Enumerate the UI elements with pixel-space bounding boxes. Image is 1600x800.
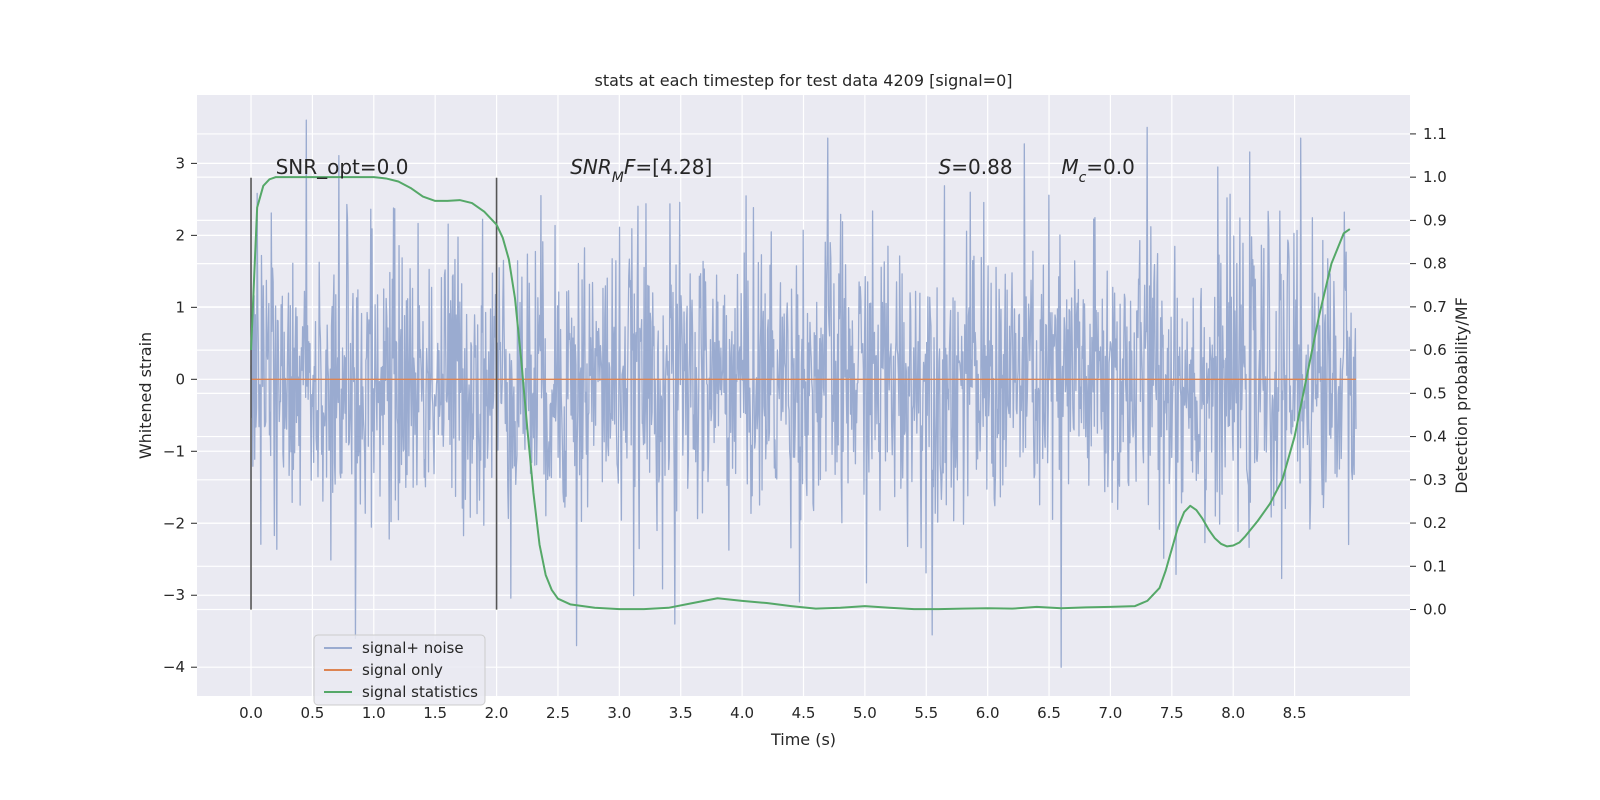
right-y-tick-label: 1.1 bbox=[1423, 125, 1447, 143]
left-y-tick-label: 1 bbox=[175, 298, 185, 316]
series-signal-statistics bbox=[250, 176, 1351, 611]
x-tick-label: 5.5 bbox=[914, 704, 938, 722]
x-tick-label: 4.5 bbox=[792, 704, 816, 722]
x-axis-ticks: 0.0 0.5 1.0 1.5 2.0 2.5 3.0 3.5 4.0 4.5 5.0 5.5 6.0 6… bbox=[239, 704, 1306, 722]
right-y-tick-label: 0.0 bbox=[1423, 601, 1447, 619]
series-signal-noise bbox=[250, 119, 1357, 668]
annotation-mc-value: Mc=0.0 bbox=[1061, 155, 1135, 186]
right-y-tick-label: 0.6 bbox=[1423, 341, 1447, 359]
x-tick-label: 1.0 bbox=[362, 704, 386, 722]
x-tick-label: 6.5 bbox=[1037, 704, 1061, 722]
legend-entry: signal statistics bbox=[362, 683, 478, 701]
x-tick-label: 8.0 bbox=[1221, 704, 1245, 722]
x-tick-label: 0.0 bbox=[239, 704, 263, 722]
x-tick-label: 4.0 bbox=[730, 704, 754, 722]
right-y-tick-label: 0.8 bbox=[1423, 255, 1447, 273]
x-tick-label: 8.5 bbox=[1283, 704, 1307, 722]
right-y-axis-ticks: 0.0 0.1 0.2 0.3 0.4 0.5 0.6 0.7 0.8 0.9 1.0 1.1 bbox=[1410, 125, 1447, 619]
x-axis-label: Time (s) bbox=[770, 730, 836, 749]
legend-box bbox=[313, 634, 486, 706]
vertical-marker-lines bbox=[250, 177, 498, 610]
left-y-tick-label: −3 bbox=[163, 586, 185, 604]
x-tick-label: 1.5 bbox=[423, 704, 447, 722]
chart-title: stats at each timestep for test data 420… bbox=[594, 71, 1012, 90]
annotation-snr-opt: SNR_opt=0.0 bbox=[276, 155, 409, 179]
right-y-tick-label: 0.2 bbox=[1423, 514, 1447, 532]
x-tick-label: 3.5 bbox=[669, 704, 693, 722]
left-y-tick-label: 2 bbox=[175, 226, 185, 244]
x-tick-label: 0.5 bbox=[300, 704, 324, 722]
x-tick-label: 2.5 bbox=[546, 704, 570, 722]
annotations: SNR_opt=0.0 SNRMF=[4.28] S=0.88 Mc=0.0 bbox=[276, 155, 1135, 186]
x-tick-label: 5.0 bbox=[853, 704, 877, 722]
plot-area bbox=[250, 119, 1357, 668]
right-y-tick-label: 0.7 bbox=[1423, 298, 1447, 316]
legend-entry: signal+ noise bbox=[362, 639, 464, 657]
left-y-axis-label: Whitened strain bbox=[136, 332, 155, 459]
right-y-tick-label: 0.1 bbox=[1423, 557, 1447, 575]
right-y-tick-label: 0.4 bbox=[1423, 428, 1447, 446]
right-y-tick-label: 0.3 bbox=[1423, 471, 1447, 489]
left-y-tick-label: −1 bbox=[163, 442, 185, 460]
legend: signal+ noise signal only signal statistic… bbox=[313, 634, 486, 706]
right-y-axis-label: Detection probability/MF bbox=[1452, 297, 1471, 494]
right-y-tick-label: 0.5 bbox=[1423, 384, 1447, 402]
x-tick-label: 7.0 bbox=[1099, 704, 1123, 722]
annotation-snr-mf: SNRMF=[4.28] bbox=[570, 155, 712, 186]
right-y-tick-label: 1.0 bbox=[1423, 168, 1447, 186]
right-y-tick-label: 0.9 bbox=[1423, 211, 1447, 229]
left-y-axis-ticks: −4 −3 −2 −1 0 1 2 3 bbox=[163, 154, 197, 676]
annotation-s-value: S=0.88 bbox=[939, 155, 1013, 179]
left-y-tick-label: 3 bbox=[175, 154, 185, 172]
x-tick-label: 3.0 bbox=[607, 704, 631, 722]
legend-entry: signal only bbox=[362, 661, 443, 679]
left-y-tick-label: −2 bbox=[163, 514, 185, 532]
x-tick-label: 2.0 bbox=[485, 704, 509, 722]
left-y-tick-label: 0 bbox=[175, 370, 185, 388]
left-y-tick-label: −4 bbox=[163, 658, 185, 676]
x-tick-label: 6.0 bbox=[976, 704, 1000, 722]
x-tick-label: 7.5 bbox=[1160, 704, 1184, 722]
